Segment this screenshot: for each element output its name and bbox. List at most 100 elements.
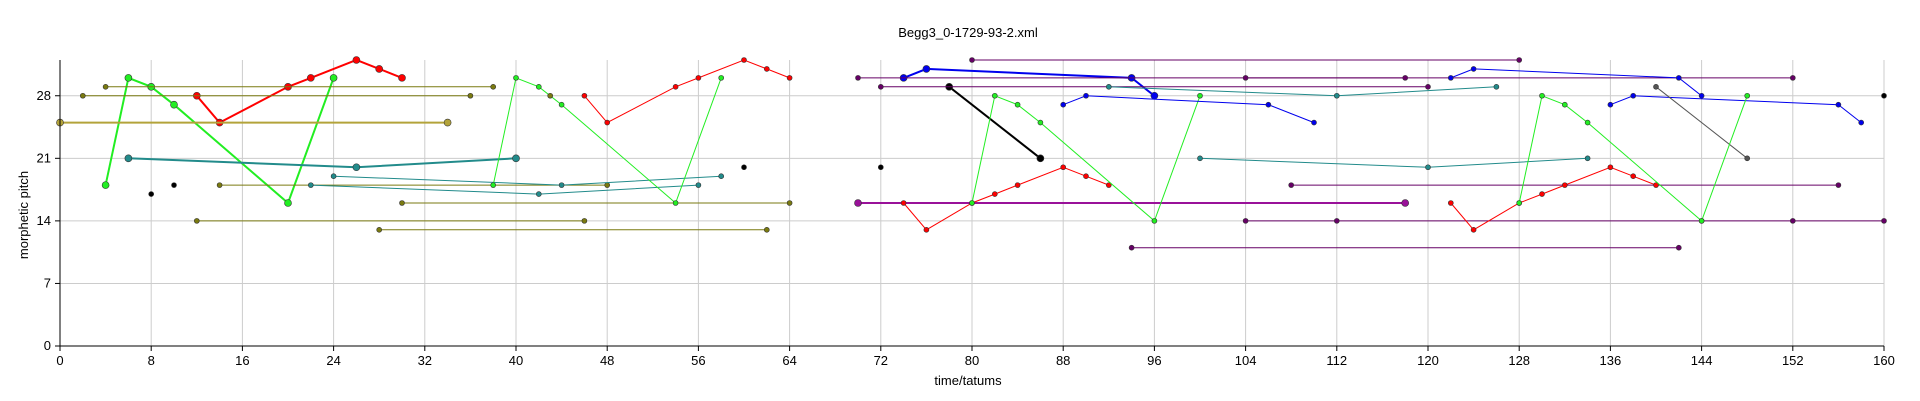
data-point: [1584, 119, 1591, 126]
data-point: [786, 200, 793, 206]
data-point: [672, 200, 679, 206]
x-tick-label: 144: [1691, 353, 1713, 368]
series-line: [584, 59, 790, 124]
data-point: [535, 191, 542, 197]
series-line: [1450, 166, 1657, 231]
data-point: [1653, 84, 1659, 90]
data-point: [101, 181, 110, 189]
x-tick-label: 104: [1235, 353, 1257, 368]
data-point: [604, 182, 611, 188]
x-tick-label: 136: [1600, 353, 1622, 368]
series-group: [581, 57, 793, 126]
series-group: [1197, 155, 1591, 171]
data-point: [581, 92, 588, 99]
series-group: [741, 164, 747, 171]
data-point: [284, 199, 292, 207]
series-line: [903, 67, 1156, 97]
data-point: [1401, 199, 1409, 207]
series-line: [1108, 86, 1497, 97]
data-point: [490, 84, 497, 90]
series-group: [193, 56, 406, 127]
data-point: [1425, 84, 1431, 90]
series-group: [1516, 92, 1750, 224]
data-point: [1539, 92, 1545, 99]
data-point: [547, 92, 554, 99]
series-group: [1060, 92, 1317, 126]
series-line: [1199, 157, 1588, 168]
series-group: [1881, 92, 1887, 99]
data-point: [1676, 244, 1682, 251]
data-point: [1630, 173, 1636, 179]
data-point: [171, 182, 177, 188]
data-point: [329, 74, 338, 82]
series-line: [1655, 86, 1748, 159]
data-point: [513, 75, 519, 81]
data-point: [877, 164, 884, 171]
series-group: [547, 92, 554, 99]
series-group: [56, 118, 452, 127]
data-point: [1311, 119, 1317, 126]
x-tick-label: 16: [235, 353, 249, 368]
series-line: [1450, 68, 1702, 97]
x-tick-label: 32: [418, 353, 432, 368]
series-line: [948, 86, 1042, 160]
x-tick-label: 152: [1782, 353, 1804, 368]
data-point: [581, 218, 588, 224]
data-point: [330, 173, 337, 179]
x-tick-label: 80: [965, 353, 979, 368]
x-tick-label: 112: [1326, 353, 1347, 368]
data-point: [1060, 164, 1066, 171]
data-point: [352, 56, 361, 64]
series-line: [128, 157, 517, 169]
data-point: [923, 227, 930, 233]
series-group: [1653, 84, 1750, 162]
x-tick-label: 24: [326, 353, 340, 368]
data-point: [558, 101, 565, 108]
data-point: [695, 182, 702, 188]
data-point: [1106, 84, 1112, 90]
data-point: [1676, 75, 1682, 81]
data-point: [1083, 92, 1089, 99]
series-group: [877, 164, 884, 171]
series-group: [1128, 244, 1682, 251]
series-group: [969, 92, 1203, 224]
series-group: [900, 164, 1112, 233]
series-group: [1242, 218, 1887, 224]
y-tick-label: 7: [44, 275, 51, 290]
series-line: [333, 175, 722, 186]
data-point: [1106, 182, 1112, 188]
data-point: [1698, 92, 1705, 99]
data-point: [604, 119, 611, 126]
data-point: [307, 182, 314, 188]
x-tick-label: 64: [782, 353, 796, 368]
data-point: [124, 154, 133, 163]
series-line: [196, 58, 403, 124]
data-point: [969, 200, 975, 206]
series-group: [969, 57, 1522, 63]
data-point: [1858, 119, 1864, 126]
data-point: [376, 227, 383, 233]
series-group: [307, 182, 702, 197]
data-point: [1790, 75, 1796, 81]
data-point: [695, 75, 702, 81]
data-point: [991, 191, 998, 197]
data-point: [1060, 101, 1066, 108]
series-group: [330, 173, 725, 188]
series-group: [877, 84, 1431, 90]
x-tick-label: 128: [1508, 353, 1530, 368]
data-point: [1539, 191, 1545, 197]
data-point: [855, 75, 861, 81]
data-point: [1470, 227, 1477, 233]
axes: [55, 60, 1885, 351]
tick-labels: 0 8 16 24 32 40 48 56 64 72 80 88 96 104 112 120 128 136 1…: [37, 88, 1895, 368]
data-point: [1630, 92, 1636, 99]
data-point: [467, 92, 474, 99]
series-line: [310, 184, 699, 195]
data-point: [763, 227, 770, 233]
data-point: [1516, 200, 1522, 206]
data-point: [1150, 91, 1159, 100]
y-tick-label: 28: [37, 88, 51, 103]
data-point: [718, 173, 725, 179]
data-point: [1036, 154, 1045, 163]
